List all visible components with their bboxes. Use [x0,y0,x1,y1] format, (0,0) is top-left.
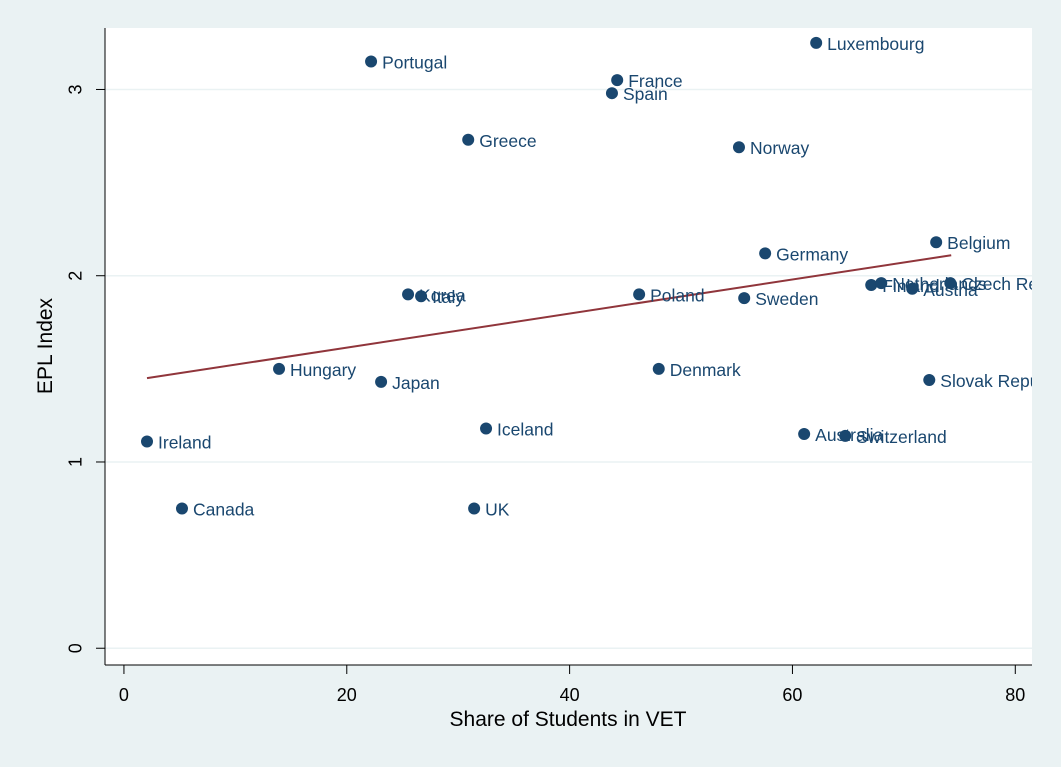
point-label: Hungary [290,360,356,380]
x-tick-label: 80 [1005,685,1025,705]
point-label: Slovak Republic [940,371,1061,391]
point-label: Iceland [497,419,553,439]
point [652,362,665,375]
point [875,277,888,290]
point-label: Portugal [382,53,447,73]
point-label: Switzerland [856,427,946,447]
point [462,133,475,146]
point [273,362,286,375]
point-label: Austria [923,280,978,300]
point [923,374,936,387]
point-label: Korea [419,285,466,305]
x-tick-label: 40 [560,685,580,705]
x-tick-label: 0 [119,685,129,705]
point-label: Ireland [158,432,212,452]
point [480,422,493,435]
x-tick-label: 60 [782,685,802,705]
point-label: France [628,71,682,91]
y-axis-label: EPL Index [34,297,57,394]
point [930,236,943,249]
point [633,288,646,301]
point-label: Sweden [755,289,818,309]
point [141,435,154,448]
point-label: Luxembourg [827,34,924,54]
x-axis-label: Share of Students in VET [450,708,687,731]
y-tick-label: 3 [66,84,86,94]
point [365,55,378,68]
point [468,502,481,515]
point [175,502,188,515]
point [732,141,745,154]
point-label: Czech Republic [961,274,1061,294]
point [839,429,852,442]
plot-area [105,28,1032,665]
point-label: Germany [776,244,848,264]
point-label: Canada [193,500,255,520]
point-label: Italy [432,287,464,307]
point-label: Japan [392,373,440,393]
point-label: Norway [750,138,810,158]
point [798,428,811,441]
point [810,36,823,49]
y-tick-label: 1 [66,457,86,467]
point-label: UK [485,500,510,520]
point-label: Greece [479,131,536,151]
y-tick-label: 0 [66,643,86,653]
fit-line [146,254,952,380]
point [759,247,772,260]
point [944,277,957,290]
y-tick-label: 2 [66,271,86,281]
point [605,87,618,100]
point [738,292,751,305]
point [415,290,428,303]
point [865,279,878,292]
point [906,282,919,295]
point-label: Spain [623,84,668,104]
point [611,74,624,87]
point-label: Poland [650,285,705,305]
point-label: Belgium [947,233,1010,253]
point [375,375,388,388]
point [402,288,415,301]
point-label: Denmark [670,360,741,380]
x-tick-label: 20 [337,685,357,705]
